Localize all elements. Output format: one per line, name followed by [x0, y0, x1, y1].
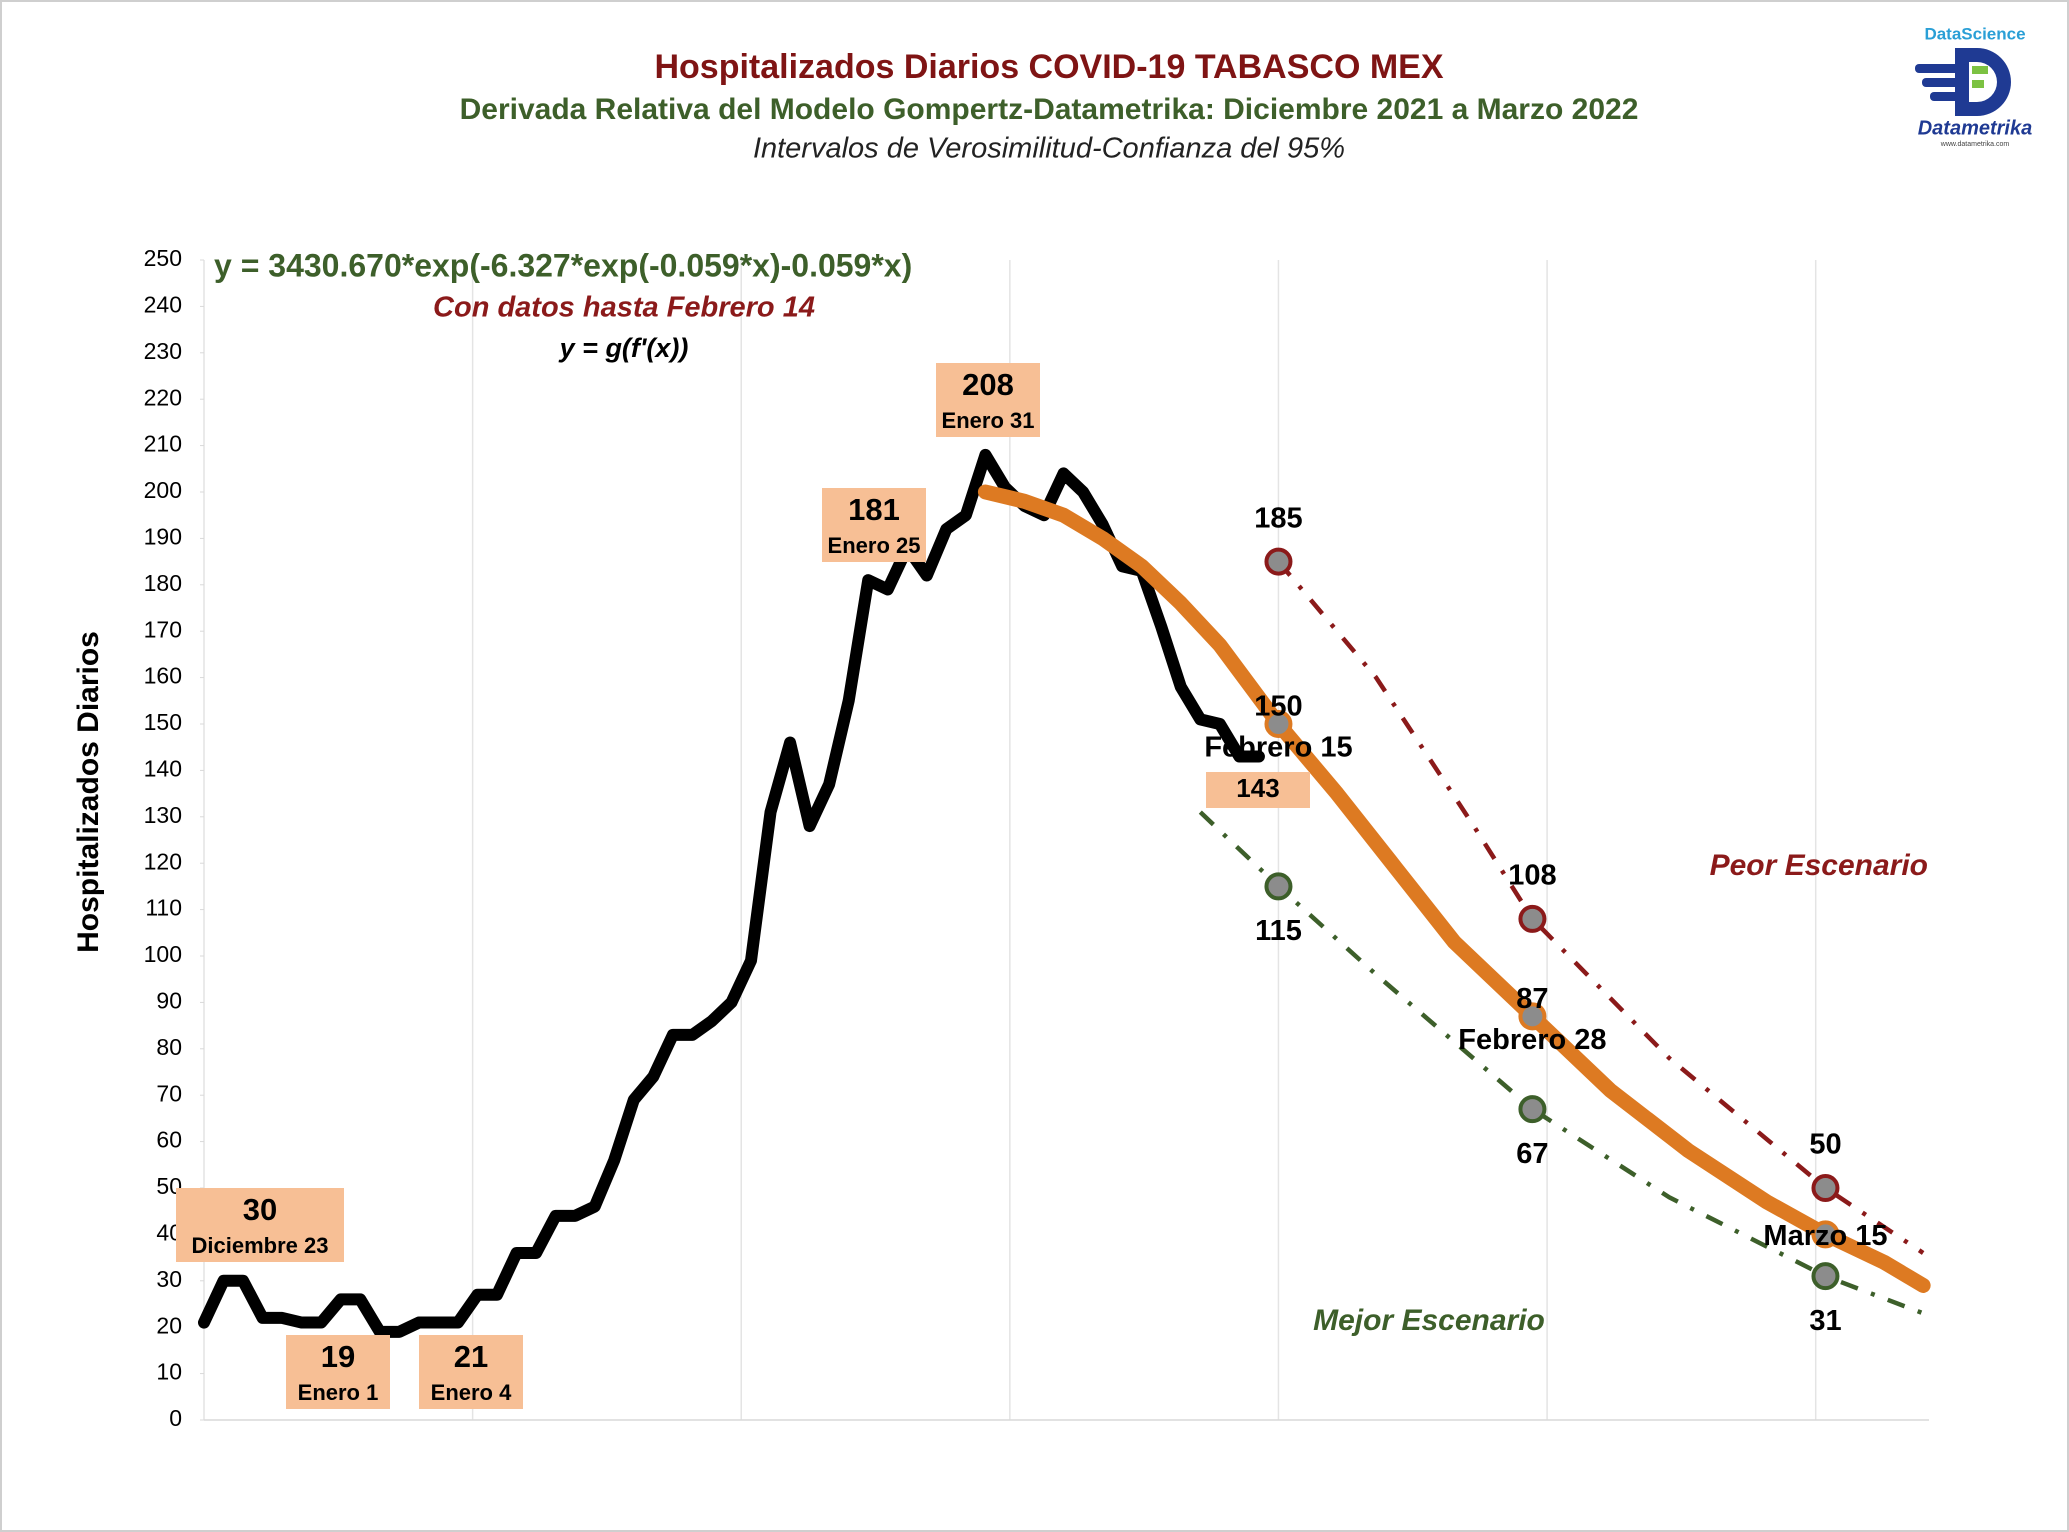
- marker: [1518, 1095, 1547, 1124]
- logo-bar: [1972, 80, 1984, 88]
- logo-bar: [1972, 66, 1988, 74]
- callout-label: Enero 1: [298, 1380, 379, 1405]
- callout-value: 143: [1236, 773, 1279, 803]
- marker: [1518, 904, 1547, 933]
- logo-url: www.datametrika.com: [1940, 141, 2010, 148]
- marker: [1264, 710, 1293, 738]
- y-tick-label: 240: [144, 291, 182, 317]
- point-label: Febrero 15: [1204, 732, 1352, 764]
- logo-bar: [1922, 78, 1967, 87]
- chart-title: Hospitalizados Diarios COVID-19 TABASCO …: [654, 48, 1443, 86]
- plot: 0102030405060708090100110120130140150160…: [144, 245, 1931, 1431]
- logo-name: Datametrika: [1918, 117, 2033, 139]
- y-tick-label: 80: [156, 1034, 182, 1060]
- y-tick-label: 60: [156, 1127, 182, 1153]
- note: Con datos hasta Febrero 14: [433, 292, 815, 324]
- callout-box: [419, 1335, 523, 1409]
- callout-box: [176, 1188, 344, 1262]
- value-label: 31: [1809, 1305, 1841, 1337]
- callout-value: 21: [454, 1339, 488, 1374]
- callout-box: [286, 1335, 390, 1409]
- value-label: 150: [1254, 691, 1302, 723]
- y-axis-label: Hospitalizados Diarios: [72, 631, 105, 953]
- y-tick-label: 160: [144, 663, 182, 689]
- y-tick-label: 90: [156, 987, 182, 1013]
- chart-subtitle: Derivada Relativa del Modelo Gompertz-Da…: [460, 93, 1639, 126]
- y-tick-label: 170: [144, 616, 182, 642]
- callout-value: 19: [321, 1339, 355, 1374]
- callout-value: 208: [962, 367, 1014, 402]
- marker: [1811, 1174, 1840, 1202]
- y-tick-label: 140: [144, 755, 182, 781]
- point-label: Febrero 28: [1458, 1024, 1606, 1056]
- point-label: Marzo 15: [1763, 1220, 1887, 1252]
- value-label: 87: [1516, 983, 1548, 1015]
- value-label: 115: [1255, 915, 1302, 947]
- series-line: [198, 448, 1265, 1338]
- equation: y = 3430.670*exp(-6.327*exp(-0.059*x)-0.…: [214, 247, 912, 283]
- callout-box: [822, 488, 926, 562]
- callout-value: 181: [848, 492, 900, 527]
- callout-label: Enero 25: [828, 533, 921, 558]
- marker: [1811, 1262, 1840, 1291]
- y-tick-label: 150: [144, 709, 182, 735]
- callout-label: Enero 4: [431, 1380, 512, 1405]
- y-tick-label: 190: [144, 523, 182, 549]
- logo-top: DataScience: [1924, 24, 2025, 43]
- callout-label: Enero 31: [942, 408, 1035, 433]
- y-tick-label: 100: [144, 941, 182, 967]
- marker: [1518, 1002, 1547, 1031]
- worst-scenario-label: Peor Escenario: [1710, 849, 1928, 882]
- callout-box: [936, 363, 1040, 437]
- value-label: 108: [1508, 860, 1556, 892]
- callout-value: 30: [243, 1192, 277, 1227]
- y-tick-label: 250: [144, 245, 182, 271]
- value-label: 67: [1516, 1138, 1548, 1170]
- y-tick-label: 30: [156, 1266, 182, 1292]
- callout-label: Diciembre 23: [192, 1233, 329, 1258]
- y-tick-label: 220: [144, 384, 182, 410]
- logo: DataScience Datametrika www.datametrika.…: [1915, 24, 2033, 148]
- value-label: 185: [1254, 502, 1302, 534]
- callout-box: [1206, 772, 1310, 808]
- y-tick-label: 230: [144, 338, 182, 364]
- logo-d: [1955, 48, 2011, 116]
- marker: [1811, 1220, 1840, 1249]
- series-line: [1276, 560, 1925, 1255]
- logo-bar: [1930, 92, 1967, 101]
- y-tick-label: 110: [145, 895, 182, 921]
- y-tick-label: 200: [144, 477, 182, 503]
- y-tick-label: 20: [156, 1312, 182, 1338]
- y-tick-label: 0: [169, 1405, 182, 1431]
- marker: [1264, 872, 1293, 901]
- best-scenario-label: Mejor Escenario: [1313, 1304, 1545, 1337]
- chart-caption: Intervalos de Verosimilitud-Confianza de…: [753, 133, 1345, 165]
- marker: [1264, 547, 1293, 576]
- y-tick-label: 180: [144, 570, 182, 596]
- y-tick-label: 130: [144, 802, 182, 828]
- y-tick-label: 210: [144, 431, 182, 457]
- y-tick-label: 10: [156, 1359, 182, 1385]
- series-line: [977, 484, 1931, 1293]
- logo-bar: [1915, 64, 1967, 73]
- y-tick-label: 70: [156, 1080, 182, 1106]
- y-tick-label: 120: [144, 848, 182, 874]
- value-label: 50: [1809, 1129, 1841, 1161]
- formula: y = g(f'(x)): [558, 333, 689, 363]
